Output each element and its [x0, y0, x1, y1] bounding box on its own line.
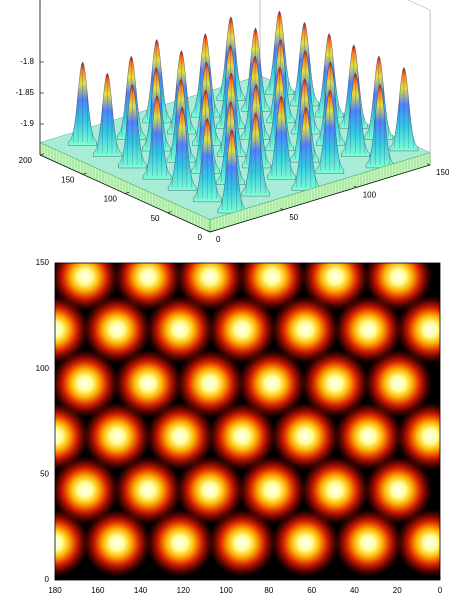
heat-peak	[55, 402, 89, 471]
heat-peak	[146, 402, 214, 471]
heat-peak	[334, 295, 403, 364]
heat-peak	[55, 295, 89, 364]
x-tick-label: 180	[48, 586, 62, 595]
heat-peak	[396, 509, 440, 577]
heat-peak	[114, 456, 182, 524]
x-tick-label: 20	[393, 586, 402, 595]
y-tick-label: 50	[289, 213, 298, 222]
heat-peak	[55, 509, 89, 577]
tick-mark	[206, 230, 211, 233]
tick-mark	[82, 172, 87, 175]
heat-peak	[114, 263, 182, 311]
x-tick-label: 120	[177, 586, 191, 595]
heat-peak	[83, 402, 151, 471]
tick-mark	[353, 185, 357, 188]
x-tick-label: 0	[198, 233, 203, 242]
heat-peak	[146, 295, 214, 364]
heat-peak	[208, 509, 276, 577]
x-tick-label: 100	[219, 586, 233, 595]
heat-peak	[334, 509, 403, 577]
x-tick-label: 200	[19, 156, 33, 165]
heat-peak	[55, 456, 119, 524]
plot-frame	[54, 262, 441, 581]
heat-peak	[55, 263, 119, 311]
heatmap-chart: 180 160 140 120 100 80 60 40 20 0 0 50 100 150	[36, 258, 443, 595]
z-tick-label: -1.8	[20, 57, 34, 66]
heat-peak	[271, 402, 340, 471]
y-tick-label: 100	[36, 364, 50, 373]
heat-peak	[301, 349, 369, 418]
heat-peak	[238, 349, 306, 418]
x-tick-label: 80	[264, 586, 273, 595]
heat-peak	[364, 349, 433, 418]
heatmap-area	[55, 263, 440, 580]
x-tick-label: 140	[134, 586, 148, 595]
heat-peak	[55, 349, 119, 418]
heat-peak	[83, 509, 151, 577]
heat-peak	[208, 295, 276, 364]
y-tick-label: 150	[36, 258, 50, 267]
z-tick-label: -1.9	[20, 119, 34, 128]
x-tick-label: 50	[151, 214, 160, 223]
heat-peak	[146, 509, 214, 577]
tick-mark	[39, 153, 45, 156]
heat-peak	[301, 456, 369, 524]
tick-mark	[426, 163, 431, 166]
heat-peak	[238, 456, 306, 524]
x-tick-label: 150	[61, 175, 75, 184]
heat-peak	[396, 402, 440, 471]
y-tick-label: 100	[363, 190, 377, 199]
y-tick-label: 50	[40, 469, 49, 478]
x-tick-label: 40	[350, 586, 359, 595]
heat-peak	[176, 349, 244, 418]
heat-peak	[208, 402, 276, 471]
heat-peak	[83, 295, 151, 364]
heat-peak	[364, 456, 433, 524]
heat-peak	[396, 295, 440, 364]
x-tick-label: 100	[104, 195, 118, 204]
tick-mark	[124, 192, 130, 194]
heat-peak	[176, 456, 244, 524]
tick-mark	[280, 208, 284, 210]
heat-peak	[114, 349, 182, 418]
heat-peak	[334, 402, 403, 471]
box-edge	[40, 0, 431, 11]
tick-mark	[209, 230, 215, 233]
x-tick-label: 60	[307, 586, 316, 595]
x-tick-label: 160	[91, 586, 105, 595]
heat-peak	[271, 509, 340, 577]
tick-mark	[167, 211, 172, 214]
z-tick-label: -1.85	[16, 88, 35, 97]
x-tick-label: 0	[438, 586, 443, 595]
y-tick-label: 0	[45, 575, 50, 584]
y-tick-label: 150	[436, 168, 450, 177]
heat-peak	[271, 295, 340, 364]
y-tick-label: 0	[216, 235, 221, 244]
surface-chart: 0 50 100 150 200 0 50 100 150 -1.9 -1.85 -1.8	[16, 0, 450, 244]
